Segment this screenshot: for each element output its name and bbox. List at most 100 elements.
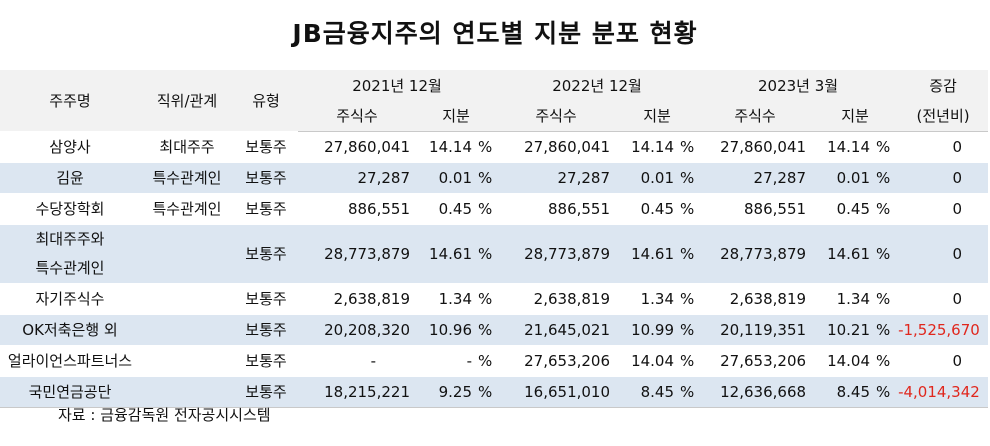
share-type: 보통주 (234, 224, 298, 284)
shares-2021: 27,860,041 (298, 131, 416, 163)
source-note: 자료 : 금융감독원 전자공시시스템 (58, 406, 271, 424)
shareholder-name: 삼양사 (0, 131, 140, 163)
header-shares: 주식수 (496, 100, 617, 132)
shares-2023: 886,551 (698, 193, 813, 225)
change-value: 0 (898, 283, 989, 315)
stake-unit: % (678, 193, 699, 225)
header-change-note: (전년비) (898, 100, 989, 132)
shares-2022: 27,653,206 (496, 345, 617, 377)
shares-2022: 27,860,041 (496, 131, 617, 163)
stake-2021: 0.45 (416, 193, 476, 225)
stake-unit: % (874, 162, 899, 194)
shareholder-relation: 특수관계인 (140, 193, 234, 225)
change-value: 0 (898, 224, 989, 284)
shares-2021: 20,208,320 (298, 314, 416, 346)
share-type: 보통주 (234, 345, 298, 377)
header-stake: 지분 (416, 100, 497, 132)
stake-2022: 14.61 (616, 224, 679, 284)
stake-2021: 9.25 (416, 376, 476, 408)
shares-2021: 27,287 (298, 162, 416, 194)
shares-2023: 27,860,041 (698, 131, 813, 163)
stake-2021: - (416, 345, 476, 377)
header-row-1: 주주명 직위/관계 유형 2021년 12월 2022년 12월 2023년 3… (0, 70, 989, 131)
share-type: 보통주 (234, 131, 298, 163)
change-value: 0 (898, 162, 989, 194)
header-change: 증감 (898, 70, 989, 100)
header-type: 유형 (234, 70, 298, 131)
stake-unit: % (678, 131, 699, 163)
stake-2021: 0.01 (416, 162, 476, 194)
shareholder-name: 얼라이언스파트너스 (0, 345, 140, 377)
stake-2022: 14.14 (616, 131, 679, 163)
table-row: 자기주식수 보통주 2,638,819 1.34 % 2,638,819 1.3… (0, 283, 989, 315)
stake-unit: % (874, 193, 899, 225)
share-type: 보통주 (234, 162, 298, 194)
stake-2022: 8.45 (616, 376, 679, 408)
stake-2021: 14.14 (416, 131, 476, 163)
stake-unit: % (678, 162, 699, 194)
shareholding-table: 주주명 직위/관계 유형 2021년 12월 2022년 12월 2023년 3… (0, 70, 989, 408)
shares-2023: 27,287 (698, 162, 813, 194)
stake-unit: % (476, 131, 497, 163)
stake-unit: % (874, 376, 899, 408)
shares-2023: 20,119,351 (698, 314, 813, 346)
table-row: 얼라이언스파트너스 보통주 - - % 27,653,206 14.04 % 2… (0, 345, 989, 377)
header-row-2: 주식수 지분 주식수 지분 주식수 지분 (전년비) (0, 100, 989, 132)
stake-2023: 1.34 (812, 283, 875, 315)
shareholder-name: 자기주식수 (0, 283, 140, 315)
share-type: 보통주 (234, 193, 298, 225)
stake-2021: 1.34 (416, 283, 476, 315)
stake-2023: 14.61 (812, 224, 875, 284)
stake-2021: 10.96 (416, 314, 476, 346)
page-title: JB금융지주의 연도별 지분 분포 현황 (292, 19, 698, 48)
stake-unit: % (476, 162, 497, 194)
shares-2023: 27,653,206 (698, 345, 813, 377)
shares-2023: 2,638,819 (698, 283, 813, 315)
stake-2023: 14.04 (812, 345, 875, 377)
stake-unit: % (476, 345, 497, 377)
header-stake: 지분 (812, 100, 899, 132)
stake-unit: % (874, 345, 899, 377)
stake-unit: % (678, 283, 699, 315)
shareholder-relation (140, 376, 234, 408)
shareholder-relation: 최대주주 (140, 131, 234, 163)
change-value: -1,525,670 (898, 314, 989, 346)
stake-2023: 0.45 (812, 193, 875, 225)
share-type: 보통주 (234, 314, 298, 346)
shareholder-name: 최대주주와 특수관계인 (0, 224, 140, 284)
shareholder-relation (140, 224, 234, 284)
shareholder-name-line2: 특수관계인 (35, 258, 105, 277)
shareholder-name: OK저축은행 외 (0, 314, 140, 346)
table-row: 삼양사 최대주주 보통주 27,860,041 14.14 % 27,860,0… (0, 131, 989, 163)
stake-unit: % (874, 131, 899, 163)
shares-2021: 18,215,221 (298, 376, 416, 408)
shareholder-name: 국민연금공단 (0, 376, 140, 408)
shareholder-name-line1: 최대주주와 (35, 229, 105, 248)
stake-2023: 0.01 (812, 162, 875, 194)
header-period-2022: 2022년 12월 (496, 70, 699, 100)
stake-2021: 14.61 (416, 224, 476, 284)
shares-2022: 886,551 (496, 193, 617, 225)
shares-2022: 16,651,010 (496, 376, 617, 408)
header-stake: 지분 (616, 100, 699, 132)
stake-unit: % (678, 224, 699, 284)
header-period-2021: 2021년 12월 (298, 70, 497, 100)
header-name: 주주명 (0, 70, 140, 131)
shareholder-relation: 특수관계인 (140, 162, 234, 194)
change-value: 0 (898, 193, 989, 225)
shares-2023: 12,636,668 (698, 376, 813, 408)
shareholder-name: 수당장학회 (0, 193, 140, 225)
shares-2022: 2,638,819 (496, 283, 617, 315)
shareholder-relation (140, 283, 234, 315)
table-row: 수당장학회 특수관계인 보통주 886,551 0.45 % 886,551 0… (0, 193, 989, 225)
stake-2022: 1.34 (616, 283, 679, 315)
shareholder-name: 김윤 (0, 162, 140, 194)
shares-2022: 28,773,879 (496, 224, 617, 284)
stake-unit: % (476, 193, 497, 225)
shares-2021: 886,551 (298, 193, 416, 225)
shares-2023: 28,773,879 (698, 224, 813, 284)
table-row: OK저축은행 외 보통주 20,208,320 10.96 % 21,645,0… (0, 314, 989, 346)
stake-unit: % (678, 345, 699, 377)
shares-2022: 27,287 (496, 162, 617, 194)
stake-unit: % (874, 283, 899, 315)
